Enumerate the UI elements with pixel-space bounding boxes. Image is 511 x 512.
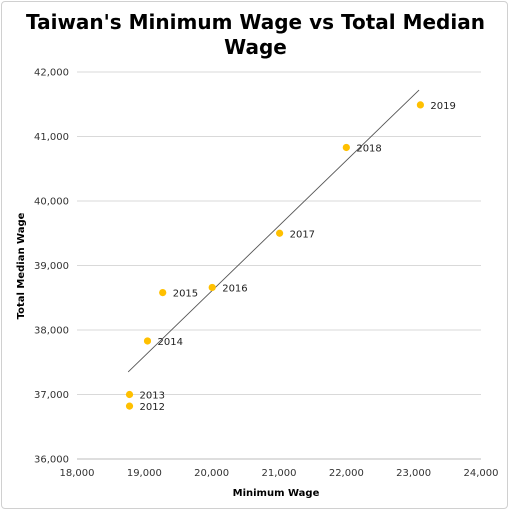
trendline: [127, 89, 420, 373]
data-point-label: 2015: [173, 289, 198, 300]
data-point-label: 2018: [356, 143, 381, 154]
y-tick-label: 42,000: [34, 68, 69, 79]
y-tick-label: 41,000: [34, 132, 69, 143]
x-tick-label: 23,000: [396, 468, 431, 479]
chart-title-line-1: Taiwan's Minimum Wage vs Total Median: [26, 10, 485, 34]
data-point-label: 2014: [157, 337, 182, 348]
data-point-label: 2019: [430, 101, 455, 112]
data-point: [125, 390, 134, 399]
x-tick-label: 22,000: [329, 468, 364, 479]
x-tick-label: 19,000: [127, 468, 162, 479]
x-tick-label: 20,000: [194, 468, 229, 479]
data-point: [143, 337, 152, 345]
y-axis-label: Total Median Wage: [16, 212, 27, 319]
y-tick-label: 40,000: [34, 197, 69, 208]
y-tick-label: 37,000: [34, 390, 69, 401]
data-point-label: 2017: [290, 229, 315, 240]
x-axis-label: Minimum Wage: [233, 488, 320, 499]
chart-title-line-2: Wage: [224, 35, 287, 59]
data-point: [416, 101, 424, 109]
trendline-group: [127, 89, 420, 373]
data-point: [125, 402, 134, 410]
tick-labels: 36,000 37,000 38,000 39,000 40,000 41,000 42,0…: [34, 68, 499, 480]
y-tick-label: 38,000: [34, 326, 69, 337]
x-tick-label: 18,000: [60, 468, 95, 479]
x-tick-label: 24,000: [464, 468, 499, 479]
chart-title: Taiwan's Minimum Wage vs Total Median Wa…: [0, 10, 511, 60]
data-point-label: 2012: [140, 402, 165, 413]
y-tick-label: 36,000: [34, 455, 69, 466]
data-point: [276, 229, 284, 237]
x-tick-label: 21,000: [262, 468, 297, 479]
data-point-label: 2013: [140, 391, 165, 402]
data-point-label: 2016: [222, 283, 247, 294]
data-point: [208, 283, 216, 292]
gridlines: [77, 71, 481, 460]
y-tick-label: 39,000: [34, 261, 69, 272]
data-point: [342, 143, 350, 152]
data-point: [159, 288, 167, 297]
